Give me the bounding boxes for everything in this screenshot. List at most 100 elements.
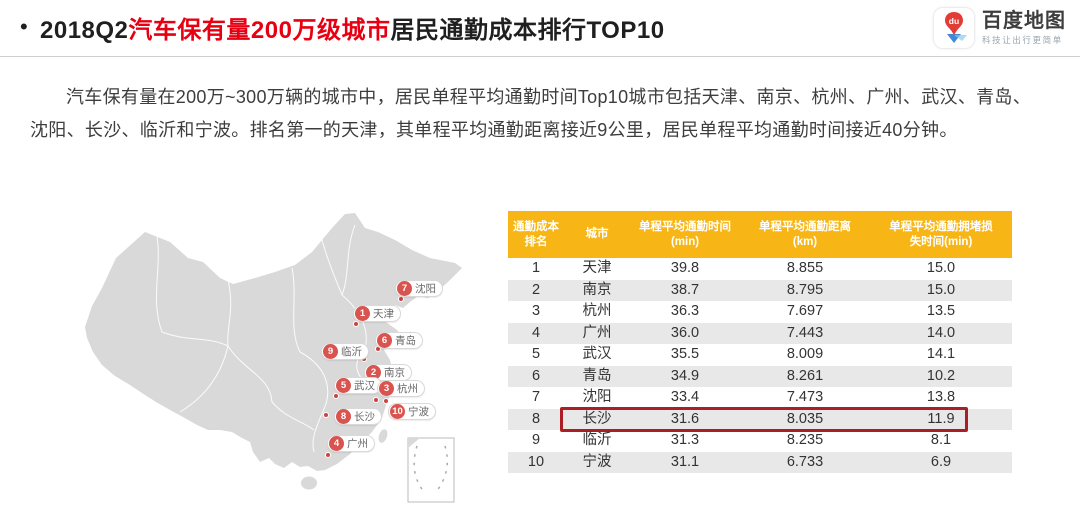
cell-congestion-loss: 6.9 [930, 453, 952, 470]
cell-rank: 4 [531, 324, 541, 341]
page-title: 2018Q2汽车保有量200万级城市居民通勤成本排行TOP10 [40, 10, 665, 45]
rank-badge: 7 [397, 281, 412, 296]
cell-avg-time: 33.4 [670, 389, 700, 405]
cell-avg-distance: 7.697 [786, 303, 824, 319]
cell-congestion-loss: 10.2 [926, 367, 956, 384]
title-bullet: • [20, 14, 28, 39]
cell-rank: 3 [531, 303, 541, 319]
city-label: 沈阳 [415, 283, 436, 295]
rank-badge: 3 [379, 381, 394, 396]
taiwan-island [378, 429, 388, 443]
cell-avg-distance: 8.261 [786, 367, 824, 384]
city-label: 青岛 [395, 335, 416, 347]
cell-city: 长沙 [582, 410, 612, 427]
city-label: 南京 [384, 367, 405, 379]
city-anchor-dot [333, 393, 339, 399]
intro-paragraph: 汽车保有量在200万~300万辆的城市中，居民单程平均通勤时间Top10城市包括… [30, 87, 1032, 140]
cell-city: 杭州 [582, 303, 612, 319]
china-map-shape [85, 213, 462, 503]
cell-rank: 6 [531, 367, 541, 384]
cell-avg-distance: 6.733 [786, 453, 824, 470]
cell-avg-time: 36.3 [670, 303, 700, 319]
col-header-city: 城市 [585, 228, 609, 240]
city-label: 杭州 [397, 383, 418, 395]
cell-rank: 2 [531, 281, 541, 298]
title-highlight: 汽车保有量200万级城市 [128, 17, 391, 44]
baidu-maps-logo: du 百度地图 科技让出行更简单 [933, 7, 1066, 49]
cell-rank: 1 [531, 260, 541, 276]
city-marker: 10 宁波 [388, 403, 436, 420]
cell-avg-time: 34.9 [670, 367, 700, 384]
table-row: 8 长沙 31.6 8.035 11.9 [508, 406, 1012, 432]
rank-badge: 8 [336, 409, 351, 424]
rank-badge: 1 [355, 306, 370, 321]
cell-city: 沈阳 [582, 389, 612, 405]
cell-avg-distance: 8.035 [786, 410, 824, 427]
cell-rank: 5 [531, 346, 541, 362]
svg-text:du: du [949, 16, 959, 26]
cell-avg-distance: 8.235 [786, 432, 824, 448]
south-china-sea-inset [407, 437, 455, 503]
table-header-row: 通勤成本 排名 城市 单程平均通勤时间 (min) 单程平均通勤距离 (km) 单程平… [508, 211, 1012, 258]
table-row: 6 青岛 34.9 8.261 10.2 [508, 365, 1012, 387]
cell-avg-distance: 8.855 [786, 260, 824, 276]
col-header-avg-time: 单程平均通勤时间 (min) [639, 220, 731, 248]
city-anchor-dot [353, 321, 359, 327]
logo-text: 百度地图 科技让出行更简单 [982, 10, 1066, 46]
cell-congestion-loss: 15.0 [926, 281, 956, 298]
col-header-avg-distance: 单程平均通勤距离 (km) [759, 220, 851, 248]
cell-avg-time: 31.6 [670, 410, 700, 427]
table-row: 1 天津 39.8 8.855 15.0 [508, 258, 1012, 280]
rank-badge: 2 [366, 365, 381, 380]
city-label: 天津 [373, 308, 394, 320]
cell-avg-time: 35.5 [670, 346, 700, 362]
city-marker: 6 青岛 [375, 332, 423, 349]
baidu-maps-pin-icon: du [933, 7, 975, 49]
cell-congestion-loss: 13.5 [926, 303, 956, 319]
cell-avg-distance: 7.443 [786, 324, 824, 341]
city-label: 宁波 [408, 406, 429, 418]
commute-cost-table: 通勤成本 排名 城市 单程平均通勤时间 (min) 单程平均通勤距离 (km) 单程平… [508, 211, 1012, 473]
cell-avg-time: 38.7 [670, 281, 700, 298]
cell-congestion-loss: 14.0 [926, 324, 956, 341]
table-row: 2 南京 38.7 8.795 15.0 [508, 279, 1012, 301]
rank-badge: 4 [329, 436, 344, 451]
rank-badge: 6 [377, 333, 392, 348]
cell-avg-distance: 8.009 [786, 346, 824, 362]
cell-avg-distance: 7.473 [786, 389, 824, 405]
city-marker: 7 沈阳 [395, 280, 443, 297]
china-map: 7 沈阳 1 天津 6 青岛 9 临沂 2 南京 5 [60, 180, 500, 520]
table-row: 3 杭州 36.3 7.697 13.5 [508, 301, 1012, 323]
city-marker: 9 临沂 [321, 343, 369, 360]
cell-congestion-loss: 13.8 [926, 389, 956, 405]
cell-congestion-loss: 15.0 [926, 260, 956, 276]
col-header-congestion-loss: 单程平均通勤拥堵损 失时间(min) [889, 220, 993, 248]
rank-badge: 10 [390, 404, 405, 419]
hainan-island [301, 476, 317, 490]
col-header-rank: 通勤成本 排名 [513, 220, 559, 248]
cell-congestion-loss: 14.1 [926, 346, 956, 362]
cell-avg-time: 31.1 [670, 453, 700, 470]
china-mainland [85, 213, 462, 471]
table-row: 10 宁波 31.1 6.733 6.9 [508, 451, 1012, 473]
cell-rank: 9 [531, 432, 541, 448]
title-prefix: 2018Q2 [40, 17, 129, 44]
cell-rank: 7 [531, 389, 541, 405]
cell-city: 青岛 [582, 367, 612, 384]
logo-tagline: 科技让出行更简单 [982, 35, 1063, 45]
cell-city: 宁波 [582, 453, 612, 470]
cell-rank: 8 [531, 410, 541, 427]
city-anchor-dot [323, 412, 329, 418]
city-label: 临沂 [341, 346, 362, 358]
cell-rank: 10 [527, 453, 545, 470]
city-anchor-dot [373, 397, 379, 403]
rank-badge: 9 [323, 344, 338, 359]
cell-city: 天津 [582, 260, 612, 276]
rank-badge: 5 [336, 378, 351, 393]
cell-congestion-loss: 8.1 [930, 432, 952, 448]
logo-name: 百度地图 [982, 10, 1066, 32]
city-marker: 1 天津 [353, 305, 401, 322]
cell-congestion-loss: 11.9 [927, 410, 955, 427]
city-anchor-dot [325, 452, 331, 458]
cell-avg-time: 31.3 [670, 432, 700, 448]
